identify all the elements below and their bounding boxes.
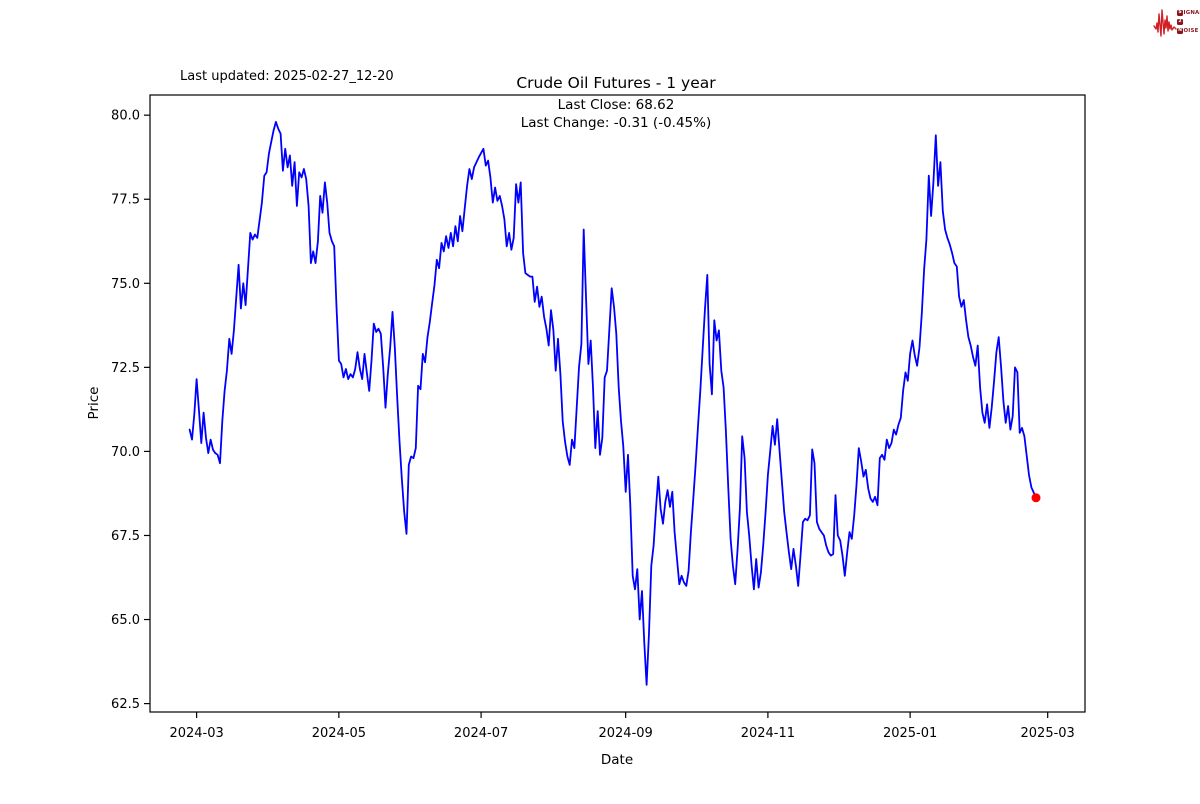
x-tick-label: 2025-01 bbox=[883, 726, 937, 741]
x-tick-label: 2024-09 bbox=[598, 726, 652, 741]
annotation-last-change: Last Change: -0.31 (-0.45%) bbox=[521, 115, 711, 131]
x-tick-label: 2024-11 bbox=[741, 726, 795, 741]
y-tick-label: 62.5 bbox=[111, 697, 140, 712]
last-updated-text: Last updated: 2025-02-27_12-20 bbox=[180, 69, 394, 84]
chart-title: Crude Oil Futures - 1 year bbox=[516, 74, 716, 92]
x-tick-label: 2025-03 bbox=[1021, 726, 1075, 741]
x-axis-label: Date bbox=[601, 752, 633, 768]
x-tick-label: 2024-07 bbox=[454, 726, 508, 741]
y-tick-label: 75.0 bbox=[111, 277, 140, 292]
logo-row-signal: S IGNAL bbox=[1177, 10, 1200, 17]
plot-border bbox=[150, 95, 1085, 712]
y-axis-label: Price bbox=[86, 387, 102, 420]
logo-badge-n: N bbox=[1177, 28, 1183, 34]
logo-badge-s: S bbox=[1177, 10, 1183, 16]
logo-row-2: 2 bbox=[1177, 19, 1200, 26]
y-tick-label: 70.0 bbox=[111, 445, 140, 460]
x-tick-label: 2024-05 bbox=[312, 726, 366, 741]
y-tick-label: 67.5 bbox=[111, 529, 140, 544]
signal2noise-logo: S IGNAL 2 N OISE bbox=[1153, 3, 1199, 41]
y-tick-label: 72.5 bbox=[111, 361, 140, 376]
logo-badge-2: 2 bbox=[1177, 19, 1183, 25]
annotation-last-close: Last Close: 68.62 bbox=[558, 97, 675, 113]
waveform-icon bbox=[1153, 3, 1179, 41]
logo-row-noise: N OISE bbox=[1177, 28, 1200, 35]
x-tick-label: 2024-03 bbox=[169, 726, 223, 741]
last-price-marker bbox=[1032, 493, 1041, 502]
logo-text-oise: OISE bbox=[1184, 28, 1199, 34]
logo-text-ignal: IGNAL bbox=[1184, 10, 1200, 16]
y-tick-label: 80.0 bbox=[111, 109, 140, 124]
price-line bbox=[190, 122, 1036, 685]
y-tick-label: 65.0 bbox=[111, 613, 140, 628]
y-tick-label: 77.5 bbox=[111, 193, 140, 208]
